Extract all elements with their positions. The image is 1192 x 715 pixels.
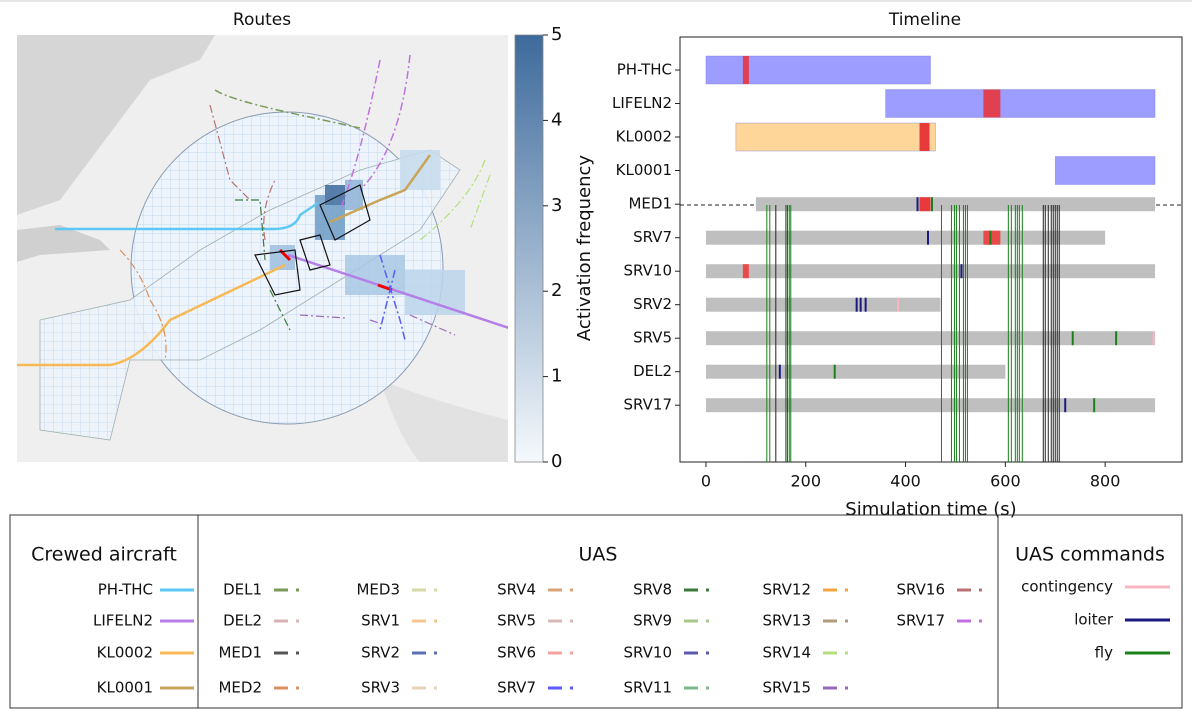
legend-label: SRV7 [497,679,536,697]
conflict-segment [983,231,1000,245]
y-tick-label: DEL2 [633,362,672,380]
colorbar-label: Activation frequency [574,155,595,341]
legend-label: SRV17 [897,612,945,630]
legend-label: SRV12 [763,581,811,599]
colorbar-tick-label: 4 [551,109,562,130]
colorbar-tick-label: 1 [551,366,562,387]
legend-label: fly [1095,644,1113,662]
legend-label: SRV11 [624,679,672,697]
legend-section-title: UAS [579,544,618,566]
legend-label: loiter [1074,611,1114,629]
legend-label: SRV8 [633,581,672,599]
colorbar-tick-label: 0 [551,451,562,472]
y-tick-label: SRV10 [624,262,672,280]
legend-label: SRV3 [361,679,400,697]
legend-section-title: UAS commands [1015,544,1165,566]
legend-label: SRV5 [497,612,536,630]
legend-label: MED2 [218,679,262,697]
y-tick-label: SRV5 [633,329,672,347]
legend-label: SRV9 [633,612,672,630]
y-tick-label: SRV2 [633,295,672,313]
conflict-segment [920,123,930,151]
conflict-segment [743,264,749,278]
routes-title: Routes [233,10,291,30]
legend-label: SRV10 [624,644,672,662]
conflict-segment [743,56,749,84]
timeline-title: Timeline [888,10,961,30]
x-tick-label: 400 [890,472,921,491]
legend-label: SRV4 [497,581,536,599]
legend-label: SRV14 [763,644,811,662]
legend-label: SRV6 [497,644,536,662]
legend-label: PH-THC [98,581,153,599]
bar [706,264,1155,278]
bar [886,90,1155,118]
legend-label: DEL1 [223,581,262,599]
x-tick-label: 800 [1090,472,1121,491]
legend-label: SRV16 [897,581,945,599]
y-tick-label: SRV17 [624,396,672,414]
bar [706,298,941,312]
legend-label: KL0001 [97,679,153,697]
legend-section-title: Crewed aircraft [31,544,177,566]
colorbar-tick-label: 5 [551,24,562,45]
legend-label: SRV15 [763,679,811,697]
y-tick-label: KL0001 [616,161,672,179]
y-tick-label: LIFELN2 [612,94,672,112]
conflict-segment [983,90,1000,118]
bar [706,56,931,84]
legend-label: contingency [1021,578,1113,596]
legend-label: KL0002 [97,644,153,662]
figure: Routes Timeline Act [0,0,1192,711]
legend-label: SRV1 [361,612,400,630]
x-axis-label: Simulation time (s) [845,499,1016,520]
bar [706,365,1005,379]
x-tick-label: 0 [701,472,711,491]
bar [706,398,1155,412]
x-tick-label: 200 [790,472,821,491]
colorbar-tick-label: 2 [551,280,562,301]
y-tick-label: MED1 [628,195,672,213]
colorbar [515,35,543,462]
y-tick-label: KL0002 [616,128,672,146]
colorbar-tick-label: 3 [551,195,562,216]
y-tick-label: SRV7 [633,228,672,246]
legend-label: MED3 [356,581,400,599]
bar [736,123,936,151]
bar [756,197,1155,211]
legend-label: LIFELN2 [93,612,153,630]
conflict-segment [920,197,931,211]
legend-label: SRV2 [361,644,400,662]
bar [1055,157,1155,185]
y-tick-label: PH-THC [617,61,672,79]
x-tick-label: 600 [990,472,1021,491]
map [17,35,515,462]
legend-label: SRV13 [763,612,811,630]
legend-label: DEL2 [223,612,262,630]
legend-label: MED1 [218,644,262,662]
bar [706,331,1155,345]
